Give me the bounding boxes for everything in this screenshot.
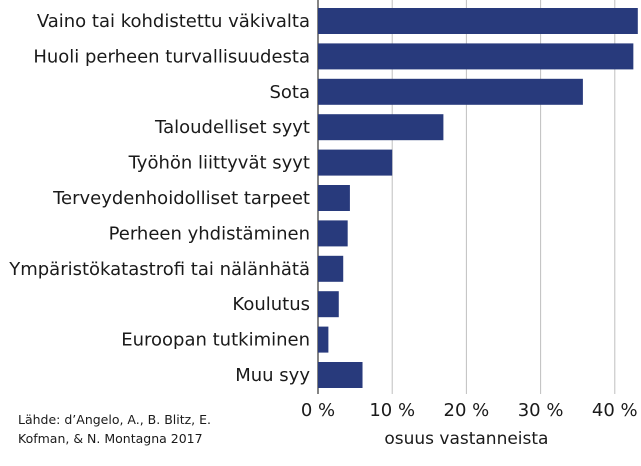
category-label: Vaino tai kohdistettu väkivalta	[37, 11, 310, 32]
source-note: Lähde: d’Angelo, A., B. Blitz, E. Kofman…	[18, 410, 238, 448]
bar	[318, 78, 583, 105]
bar	[318, 43, 634, 70]
x-tick-label: 0 %	[301, 400, 335, 421]
category-label: Ympäristökatastrofi tai nälänhätä	[8, 259, 310, 280]
bar	[318, 220, 348, 247]
bar	[318, 8, 638, 34]
category-label: Taloudelliset syyt	[154, 117, 310, 138]
category-label: Euroopan tutkiminen	[121, 330, 310, 351]
category-label: Muu syy	[235, 365, 310, 386]
bar	[318, 114, 444, 141]
x-axis-title: osuus vastanneista	[384, 429, 548, 449]
category-label: Sota	[269, 82, 310, 103]
source-line-1: Lähde: d’Angelo, A., B. Blitz, E.	[18, 412, 212, 427]
bar	[318, 362, 363, 388]
bar	[318, 326, 329, 353]
x-tick-labels: 0 % 10 % 20 % 30 % 40 %	[301, 400, 638, 421]
x-tick-label: 30 %	[518, 400, 564, 421]
bars	[318, 8, 638, 388]
source-line-2: Kofman, & N. Montagna 2017	[18, 431, 203, 446]
bar	[318, 291, 339, 318]
bar	[318, 255, 344, 282]
category-labels: Vaino tai kohdistettu väkivalta Huoli per…	[8, 11, 310, 386]
category-label: Perheen yhdistäminen	[109, 223, 310, 244]
category-label: Huoli perheen turvallisuudesta	[33, 46, 310, 67]
category-label: Terveydenhoidolliset tarpeet	[52, 188, 310, 209]
category-label: Koulutus	[232, 294, 310, 315]
category-label: Työhön liittyvät syyt	[128, 153, 310, 174]
bar	[318, 185, 350, 211]
x-tick-label: 40 %	[592, 400, 638, 421]
bar	[318, 149, 393, 176]
x-tick-label: 10 %	[369, 400, 415, 421]
x-tick-label: 20 %	[444, 400, 490, 421]
